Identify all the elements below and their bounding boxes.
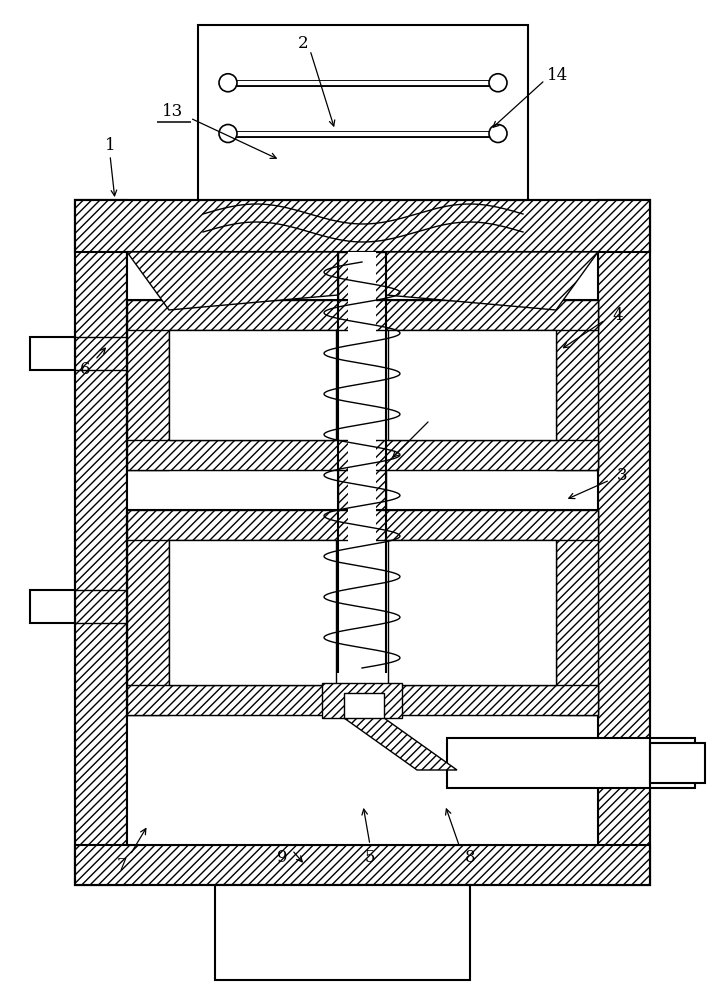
Text: 7: 7 — [116, 856, 127, 874]
Bar — [127, 300, 598, 330]
Circle shape — [219, 74, 237, 92]
Polygon shape — [386, 252, 598, 310]
Bar — [556, 510, 598, 715]
Bar — [30, 337, 75, 370]
Circle shape — [489, 124, 507, 142]
Text: 3: 3 — [617, 466, 628, 484]
Bar — [75, 200, 127, 885]
Text: 8: 8 — [465, 848, 475, 865]
Polygon shape — [127, 252, 338, 310]
Bar — [127, 300, 169, 470]
Bar — [198, 25, 528, 200]
Bar — [215, 885, 470, 980]
Text: 6: 6 — [80, 361, 90, 378]
Bar — [344, 693, 384, 718]
Text: 4: 4 — [612, 306, 623, 324]
Circle shape — [219, 124, 237, 142]
Bar — [322, 683, 402, 718]
Bar — [447, 738, 695, 788]
Text: 9: 9 — [277, 848, 287, 865]
Bar — [127, 300, 598, 470]
Bar — [598, 200, 650, 885]
Bar — [127, 510, 598, 540]
Bar — [75, 845, 650, 885]
Bar — [127, 510, 598, 715]
Bar — [348, 252, 376, 673]
Bar — [127, 510, 169, 715]
Bar — [127, 252, 598, 845]
Bar — [338, 252, 386, 673]
Bar — [388, 330, 556, 440]
Bar — [30, 590, 75, 623]
Bar — [127, 685, 598, 715]
Bar — [169, 330, 336, 440]
Text: 14: 14 — [547, 66, 568, 84]
Circle shape — [489, 74, 507, 92]
Bar — [169, 540, 336, 685]
Bar — [127, 440, 598, 470]
Text: 2: 2 — [298, 34, 308, 51]
Bar — [75, 200, 650, 885]
Bar — [388, 540, 556, 685]
Bar — [650, 743, 705, 783]
Text: 5: 5 — [364, 848, 375, 865]
Text: 13: 13 — [163, 104, 184, 120]
Text: 1: 1 — [105, 136, 115, 153]
Bar — [556, 300, 598, 470]
Bar — [75, 200, 650, 252]
Polygon shape — [344, 718, 457, 770]
